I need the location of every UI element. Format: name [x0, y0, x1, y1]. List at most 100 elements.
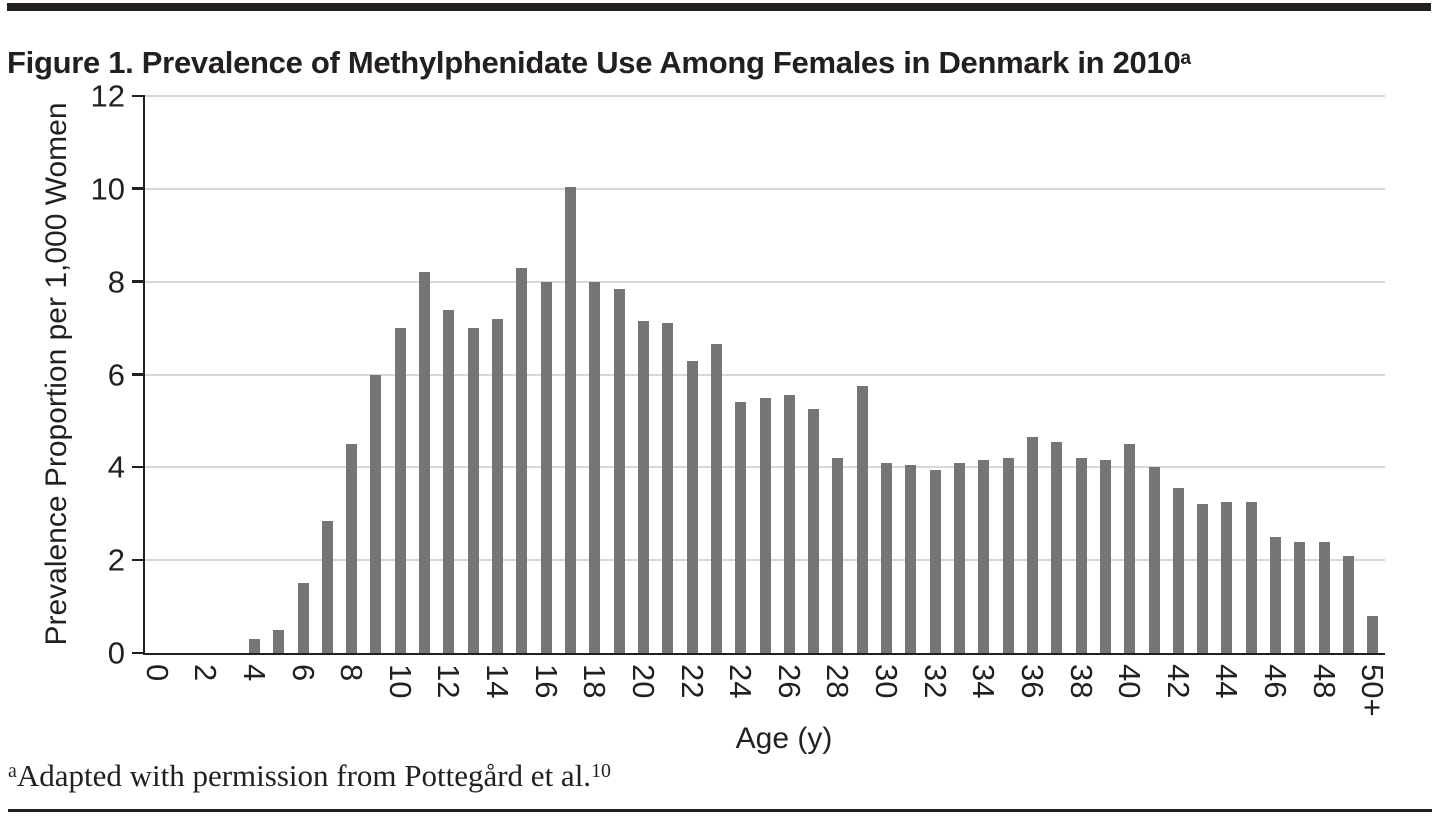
footnote-reference-superscript: 10	[591, 760, 611, 782]
bar-age-23	[710, 344, 722, 653]
top-rule	[7, 3, 1431, 11]
x-tick-label: 16	[528, 664, 564, 699]
y-tick-label: 10	[90, 171, 125, 207]
x-tick-label: 18	[577, 664, 613, 699]
gridline	[145, 373, 1385, 376]
bar-age-21	[662, 323, 674, 653]
x-tick-label: 36	[1014, 664, 1050, 699]
bar-age-5	[273, 629, 285, 653]
x-tick-label: 8	[334, 664, 370, 682]
bar-age-16	[540, 281, 552, 653]
y-axis-tick	[132, 651, 145, 654]
bar-age-34	[978, 460, 990, 653]
bar-age-50+	[1367, 615, 1379, 653]
y-axis-tick	[132, 558, 145, 562]
plot-area: 0 2 4 6 8 10 12 0 2 4 6 8 10 12 14 16 18 20 22 24 26 28 30 32 34…	[91, 81, 1391, 717]
bar-age-49	[1343, 555, 1355, 653]
x-tick-label: 50+	[1355, 664, 1391, 717]
y-tick-label: 6	[107, 357, 125, 392]
y-tick-label: 12	[90, 78, 125, 114]
x-tick-label: 32	[917, 664, 953, 699]
y-tick-label: 2	[107, 542, 125, 578]
figure-title: Figure 1. Prevalence of Methylphenidate …	[7, 45, 1191, 81]
bar-age-27	[808, 409, 820, 653]
bar-age-19	[613, 288, 625, 653]
bar-age-32	[929, 469, 941, 653]
x-tick-label: 34	[966, 664, 1002, 699]
x-tick-label: 30	[869, 664, 905, 699]
y-axis-tick	[132, 280, 145, 283]
bar-age-38	[1075, 458, 1087, 653]
x-tick-label: 12	[431, 664, 467, 699]
x-tick-label: 40	[1112, 664, 1148, 699]
y-axis-tick	[132, 187, 145, 190]
x-tick-label: 10	[382, 664, 418, 699]
bar-age-24	[735, 402, 747, 653]
bar-age-46	[1270, 536, 1282, 653]
footnote-text: Adapted with permission from Pottegård e…	[16, 758, 592, 793]
y-axis-tick	[132, 465, 145, 469]
x-tick-label: 48	[1306, 664, 1342, 699]
x-tick-label: 2	[188, 664, 224, 682]
bar-age-35	[1002, 458, 1014, 653]
bar-age-42	[1172, 488, 1184, 653]
y-axis-tick	[132, 94, 145, 97]
bar-age-26	[783, 395, 795, 653]
gridline	[145, 280, 1385, 283]
bar-age-40	[1124, 444, 1136, 653]
bar-age-30	[881, 462, 893, 653]
footnote: aAdapted with permission from Pottegård …	[8, 758, 611, 794]
bar-age-33	[954, 462, 965, 653]
bar-age-29	[856, 386, 868, 653]
y-axis-tick	[132, 373, 145, 376]
x-tick-label: 44	[1209, 664, 1245, 699]
bar-age-11	[419, 272, 431, 653]
bar-age-8	[346, 444, 358, 653]
x-tick-label: 0	[139, 664, 175, 682]
footnote-superscript: a	[8, 760, 17, 782]
bar-age-14	[492, 318, 504, 653]
x-tick-label: 28	[820, 664, 856, 699]
figure-title-text: Figure 1. Prevalence of Methylphenidate …	[7, 44, 1181, 80]
bar-age-10	[394, 328, 406, 653]
bar-age-20	[637, 321, 649, 653]
bar-age-12	[443, 309, 455, 653]
bar-age-9	[370, 374, 382, 653]
bar-age-4	[248, 639, 260, 653]
y-tick-label: 4	[107, 449, 125, 485]
x-tick-label: 42	[1160, 664, 1196, 699]
x-tick-label: 4	[236, 664, 272, 682]
bar-age-36	[1026, 437, 1038, 653]
x-tick-label: 6	[285, 664, 321, 682]
x-tick-label: 24	[723, 664, 759, 699]
bar-age-41	[1148, 467, 1160, 653]
x-tick-label: 20	[625, 664, 661, 699]
x-tick-label: 14	[480, 664, 516, 699]
bar-age-39	[1099, 460, 1111, 653]
bar-age-7	[321, 520, 333, 653]
y-tick-label: 8	[107, 264, 125, 300]
bar-age-44	[1221, 502, 1233, 653]
bar-age-6	[297, 583, 309, 653]
bar-age-18	[589, 281, 601, 653]
figure-title-superscript: a	[1180, 47, 1191, 69]
bar-age-48	[1318, 541, 1330, 653]
x-tick-label: 38	[1063, 664, 1099, 699]
x-tick-label: 26	[771, 664, 807, 699]
bar-age-47	[1294, 541, 1306, 653]
x-tick-label: 22	[674, 664, 710, 699]
bar-age-22	[686, 360, 698, 653]
bottom-rule	[8, 809, 1432, 812]
bar-age-45	[1245, 502, 1257, 653]
y-axis-title: Prevalence Proportion per 1,000 Women	[40, 102, 73, 646]
bar-age-31	[905, 465, 917, 653]
bar-age-28	[832, 458, 844, 653]
bar-age-37	[1051, 441, 1063, 653]
bar-age-17	[564, 186, 576, 653]
bar-age-25	[759, 397, 771, 653]
y-tick-label: 0	[107, 635, 125, 671]
x-axis-title: Age (y)	[735, 722, 833, 755]
bar-age-13	[467, 328, 479, 653]
gridline	[145, 95, 1385, 97]
x-tick-label: 46	[1258, 664, 1294, 699]
